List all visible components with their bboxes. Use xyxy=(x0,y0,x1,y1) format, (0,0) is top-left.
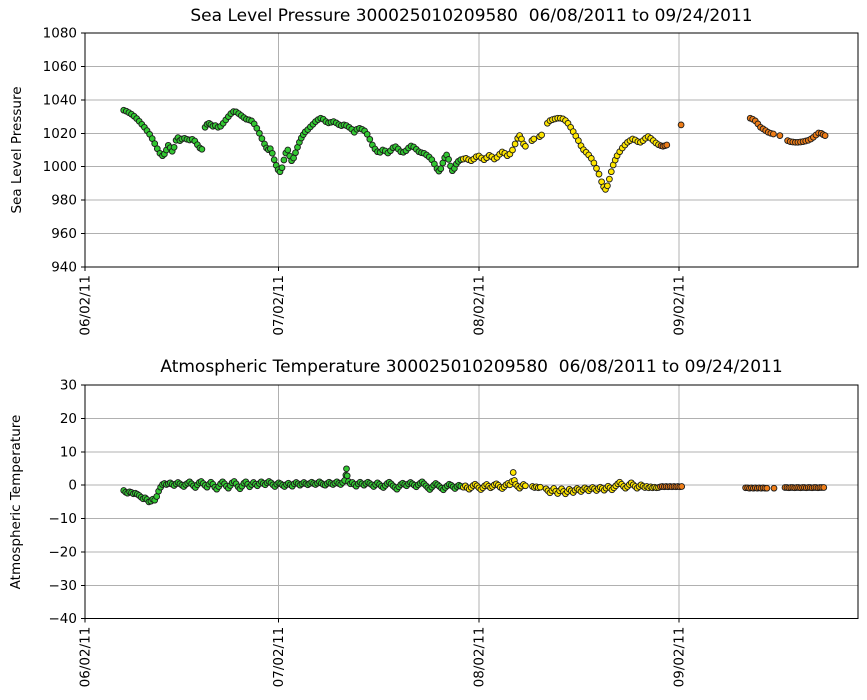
data-point xyxy=(270,156,278,164)
x-tick-label: 09/02/11 xyxy=(672,627,688,688)
temperature-data-points xyxy=(120,465,828,506)
data-point xyxy=(343,472,351,480)
tick-marks xyxy=(81,384,680,623)
y-tick-label: 20 xyxy=(60,411,77,427)
pressure-data-points xyxy=(120,106,829,193)
data-point xyxy=(663,141,671,149)
data-point xyxy=(538,131,545,139)
y-tick-label: 1080 xyxy=(43,26,77,42)
tick-marks xyxy=(81,32,680,271)
data-point xyxy=(151,140,159,147)
data-point xyxy=(278,164,286,172)
y-tick-label: −20 xyxy=(49,544,78,560)
y-tick-label: 1060 xyxy=(43,59,77,75)
data-point xyxy=(366,135,374,143)
data-point xyxy=(530,135,538,143)
data-point xyxy=(770,130,777,138)
data-point xyxy=(606,175,613,183)
data-point xyxy=(509,469,517,476)
data-point xyxy=(292,149,299,157)
x-tick-label: 06/02/11 xyxy=(78,627,94,688)
data-point xyxy=(607,168,615,176)
data-point xyxy=(821,132,829,139)
data-point xyxy=(590,159,598,167)
data-point xyxy=(820,484,828,491)
y-tick-label: 30 xyxy=(60,378,77,394)
x-tick-label: 07/02/11 xyxy=(271,275,287,336)
plot-border xyxy=(84,32,859,268)
data-point xyxy=(258,135,266,142)
y-tick-label: −10 xyxy=(49,511,78,527)
y-tick-label: −40 xyxy=(49,611,78,627)
data-point xyxy=(280,156,288,164)
data-point xyxy=(522,482,529,490)
y-tick-label: 940 xyxy=(51,260,77,276)
y-tick-label: 1000 xyxy=(43,159,77,175)
y-tick-label: 1040 xyxy=(43,92,77,108)
data-point xyxy=(593,165,600,172)
y-tick-label: 0 xyxy=(68,478,77,494)
y-tick-label: 1020 xyxy=(43,126,77,142)
y-tick-label: 960 xyxy=(51,226,77,242)
temperature-chart-title: Atmospheric Temperature 300025010209580 … xyxy=(160,357,783,377)
data-point xyxy=(256,129,263,137)
data-point xyxy=(575,137,582,144)
x-tick-label: 08/02/11 xyxy=(471,275,487,336)
data-point xyxy=(511,140,519,148)
data-point xyxy=(284,146,292,154)
data-point xyxy=(437,165,445,173)
data-point xyxy=(522,142,529,150)
data-point xyxy=(268,149,276,157)
data-point xyxy=(509,146,516,154)
data-point xyxy=(595,170,603,178)
data-point xyxy=(776,132,784,139)
y-tick-label: 10 xyxy=(60,444,77,460)
pressure-chart-title: Sea Level Pressure 300025010209580 06/08… xyxy=(190,6,753,26)
y-tick-label: 980 xyxy=(51,193,77,209)
data-point xyxy=(536,483,544,491)
data-point xyxy=(604,182,611,190)
data-point xyxy=(343,465,350,473)
x-tick-label: 09/02/11 xyxy=(672,275,688,336)
data-point xyxy=(770,484,778,492)
x-tick-label: 06/02/11 xyxy=(78,275,94,336)
data-point xyxy=(445,156,452,163)
data-point xyxy=(763,484,771,492)
x-tick-label: 08/02/11 xyxy=(471,627,487,688)
y-tick-label: −30 xyxy=(49,578,78,594)
gridlines xyxy=(84,384,858,620)
plot-border xyxy=(84,384,859,620)
data-point xyxy=(170,143,178,151)
data-point xyxy=(678,483,686,490)
x-tick-label: 07/02/11 xyxy=(271,627,287,688)
data-point xyxy=(677,121,685,129)
data-point xyxy=(198,145,206,153)
